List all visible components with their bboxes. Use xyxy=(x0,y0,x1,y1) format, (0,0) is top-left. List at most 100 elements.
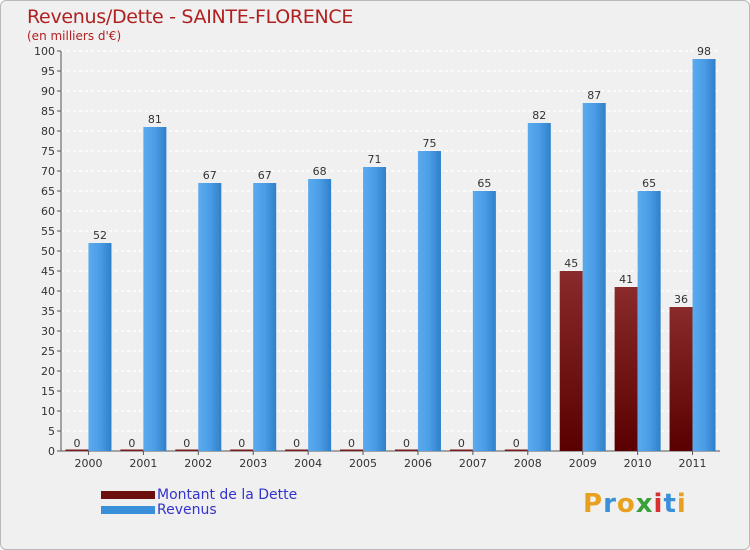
y-tick-label: 85 xyxy=(41,105,55,118)
bar-dette-2005 xyxy=(340,449,364,451)
bar-dette-2004 xyxy=(285,449,309,451)
data-label-revenus-2004: 68 xyxy=(313,165,327,178)
y-tick-label: 10 xyxy=(41,405,55,418)
y-tick-label: 75 xyxy=(41,145,55,158)
bar-revenus-2011 xyxy=(692,59,716,451)
bar-dette-2003 xyxy=(230,449,254,451)
x-tick-label: 2002 xyxy=(184,457,212,470)
y-tick-label: 95 xyxy=(41,65,55,78)
bar-dette-2006 xyxy=(394,449,418,451)
y-tick-label: 40 xyxy=(41,285,55,298)
data-label-dette-2007: 0 xyxy=(458,437,465,450)
bar-revenus-2002 xyxy=(198,183,222,451)
x-tick-label: 2001 xyxy=(129,457,157,470)
logo-letter: i xyxy=(676,489,687,519)
x-tick-label: 2004 xyxy=(294,457,322,470)
data-label-dette-2003: 0 xyxy=(238,437,245,450)
y-tick-label: 20 xyxy=(41,365,55,378)
logo-letter: r xyxy=(603,489,617,519)
y-tick-label: 80 xyxy=(41,125,55,138)
x-tick-label: 2008 xyxy=(514,457,542,470)
logo-letter: t xyxy=(663,489,677,519)
y-tick-label: 70 xyxy=(41,165,55,178)
legend-item-dette: Montant de la Dette xyxy=(101,486,298,503)
y-tick-label: 90 xyxy=(41,85,55,98)
data-label-dette-2006: 0 xyxy=(403,437,410,450)
bar-dette-2010 xyxy=(614,287,638,451)
y-tick-label: 15 xyxy=(41,385,55,398)
data-label-dette-2002: 0 xyxy=(183,437,190,450)
legend-swatch-dette xyxy=(101,490,155,499)
logo-letter: o xyxy=(616,489,636,519)
x-tick-label: 2010 xyxy=(624,457,652,470)
legend-swatch-revenus xyxy=(101,505,155,514)
x-tick-label: 2003 xyxy=(239,457,267,470)
bar-revenus-2007 xyxy=(472,191,496,451)
chart-title: Revenus/Dette - SAINTE-FLORENCE xyxy=(27,6,354,28)
data-label-revenus-2003: 67 xyxy=(258,169,272,182)
data-label-dette-2004: 0 xyxy=(293,437,300,450)
data-label-dette-2011: 36 xyxy=(674,293,688,306)
data-label-dette-2008: 0 xyxy=(513,437,520,450)
bar-dette-2011 xyxy=(669,307,693,451)
logo-letter: i xyxy=(653,489,664,519)
bar-dette-2002 xyxy=(175,449,199,451)
data-label-dette-2010: 41 xyxy=(619,273,633,286)
data-label-dette-2001: 0 xyxy=(128,437,135,450)
bar-dette-2009 xyxy=(559,271,583,451)
chart-legend: Montant de la Dette Revenus xyxy=(101,486,298,518)
x-tick-label: 2007 xyxy=(459,457,487,470)
y-tick-label: 65 xyxy=(41,185,55,198)
y-tick-label: 25 xyxy=(41,345,55,358)
bar-revenus-2004 xyxy=(308,179,332,451)
data-label-dette-2000: 0 xyxy=(73,437,80,450)
data-label-dette-2009: 45 xyxy=(564,257,578,270)
data-label-revenus-2007: 65 xyxy=(477,177,491,190)
data-label-revenus-2006: 75 xyxy=(422,137,436,150)
y-tick-label: 50 xyxy=(41,245,55,258)
x-tick-label: 2000 xyxy=(74,457,102,470)
y-tick-label: 0 xyxy=(48,445,55,458)
bar-revenus-2005 xyxy=(363,167,387,451)
data-label-revenus-2002: 67 xyxy=(203,169,217,182)
y-tick-label: 45 xyxy=(41,265,55,278)
x-tick-label: 2011 xyxy=(679,457,707,470)
y-tick-label: 100 xyxy=(34,45,55,58)
bar-revenus-2010 xyxy=(637,191,661,451)
bar-revenus-2006 xyxy=(417,151,441,451)
bar-revenus-2001 xyxy=(143,127,167,451)
y-tick-label: 35 xyxy=(41,305,55,318)
bar-dette-2001 xyxy=(120,449,144,451)
legend-item-revenus: Revenus xyxy=(101,501,297,518)
bar-revenus-2003 xyxy=(253,183,277,451)
data-label-revenus-2009: 87 xyxy=(587,89,601,102)
data-label-revenus-2005: 71 xyxy=(368,153,382,166)
bar-revenus-2000 xyxy=(88,243,112,451)
y-tick-label: 55 xyxy=(41,225,55,238)
y-tick-label: 30 xyxy=(41,325,55,338)
logo-letter: P xyxy=(583,489,604,519)
data-label-revenus-2000: 52 xyxy=(93,229,107,242)
y-tick-label: 5 xyxy=(48,425,55,438)
bar-revenus-2009 xyxy=(582,103,606,451)
proxiti-logo: Proxiti xyxy=(583,489,687,519)
legend-label-revenus: Revenus xyxy=(157,501,217,518)
bar-dette-2008 xyxy=(504,449,528,451)
bar-dette-2000 xyxy=(65,449,89,451)
data-label-dette-2005: 0 xyxy=(348,437,355,450)
data-label-revenus-2008: 82 xyxy=(532,109,546,122)
bar-revenus-2008 xyxy=(527,123,551,451)
logo-letter: x xyxy=(635,489,654,519)
data-label-revenus-2001: 81 xyxy=(148,113,162,126)
y-tick-label: 60 xyxy=(41,205,55,218)
chart-subtitle: (en milliers d'€) xyxy=(27,29,122,43)
data-label-revenus-2011: 98 xyxy=(697,45,711,58)
bar-dette-2007 xyxy=(449,449,473,451)
x-tick-label: 2006 xyxy=(404,457,432,470)
x-tick-label: 2005 xyxy=(349,457,377,470)
x-tick-label: 2009 xyxy=(569,457,597,470)
data-label-revenus-2010: 65 xyxy=(642,177,656,190)
legend-label-dette: Montant de la Dette xyxy=(157,486,298,503)
